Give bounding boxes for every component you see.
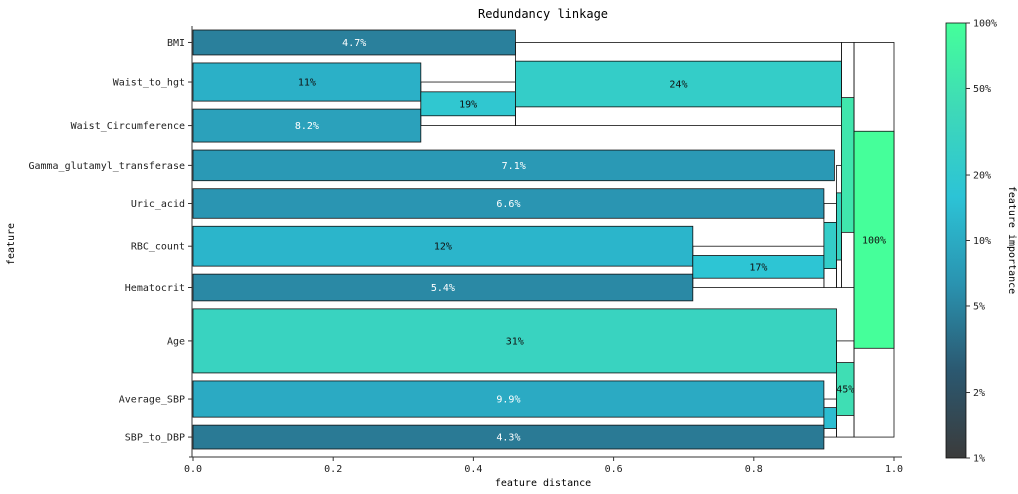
x-tick-label: 0.4 — [464, 464, 482, 475]
colorbar-tick-label: 100% — [973, 19, 997, 30]
colorbar-tick-label: 20% — [973, 171, 991, 182]
feature-bar — [192, 225, 694, 267]
x-tick-label: 0.8 — [745, 464, 763, 475]
cluster-bar — [515, 60, 842, 108]
feature-bar-label: 4.3% — [496, 433, 520, 444]
y-tick-label: Age — [167, 336, 185, 347]
y-tick-label: Gamma_glutamyl_transferase — [28, 161, 185, 172]
cluster-bar — [823, 407, 837, 429]
colorbar-gradient — [945, 22, 967, 459]
clusters-layer — [420, 42, 895, 438]
y-tick-label: Uric_acid — [131, 199, 185, 210]
y-tick-label: Average_SBP — [119, 395, 185, 406]
feature-bar — [192, 149, 835, 182]
cluster-label: 100% — [862, 235, 886, 246]
colorbar-tick-label: 50% — [973, 84, 991, 95]
cluster-bar — [823, 221, 837, 270]
x-tick-label: 0.0 — [184, 464, 202, 475]
cluster-bar — [853, 130, 895, 349]
y-tick-label: Waist_Circumference — [71, 121, 185, 132]
cluster-bar — [836, 192, 842, 261]
feature-bar — [192, 273, 694, 302]
chart-title: Redundancy linkage — [478, 7, 608, 21]
bars-layer — [192, 29, 837, 450]
y-tick-label: Waist_to_hgt — [113, 78, 185, 89]
feature-bar — [192, 188, 825, 219]
colorbar-tick-label: 1% — [973, 454, 985, 465]
y-tick-label: BMI — [167, 38, 185, 49]
y-tick-label: SBP_to_DBP — [125, 433, 185, 444]
x-axis: 0.0 0.2 0.4 0.6 0.8 1.0 — [184, 456, 903, 475]
feature-bar-label: 8.2% — [295, 121, 319, 132]
colorbar-tick-label: 10% — [973, 236, 991, 247]
cluster-bar — [841, 97, 855, 233]
colorbar-tick-label: 5% — [973, 301, 985, 312]
feature-bar-label: 7.1% — [502, 161, 526, 172]
cluster-label: 24% — [669, 80, 687, 91]
feature-bar — [192, 108, 422, 143]
feature-bar — [192, 29, 516, 56]
feature-bar-label: 12% — [434, 242, 452, 253]
feature-bar — [192, 62, 422, 102]
cluster-label: 19% — [459, 99, 477, 110]
cluster-label: 17% — [749, 262, 767, 273]
feature-bar-label: 9.9% — [496, 395, 520, 406]
y-tick-label: Hematocrit — [125, 283, 185, 294]
colorbar: 1% 2% 5% 10% 20% 50% 100% — [945, 19, 997, 465]
y-axis-label: feature — [6, 223, 17, 265]
cluster-label: 45% — [836, 384, 854, 395]
x-axis-label: feature distance — [495, 478, 591, 489]
feature-bar — [192, 308, 837, 374]
x-tick-label: 0.6 — [605, 464, 623, 475]
colorbar-tick-label: 2% — [973, 388, 985, 399]
x-tick-label: 0.2 — [324, 464, 342, 475]
feature-bar-label: 31% — [506, 336, 524, 347]
feature-bar-label: 5.4% — [431, 283, 455, 294]
feature-bar-label: 11% — [298, 78, 316, 89]
y-axis: BMI Waist_to_hgt Waist_Circumference Gamma_… — [28, 26, 193, 457]
feature-bar-label: 6.6% — [496, 199, 520, 210]
labels-layer: 4.7% 11% 8.2% 7.1% 6.6% 12% 5.4% 31% 9.9% 4.3% 19%… — [295, 38, 886, 444]
x-tick-label: 1.0 — [885, 464, 903, 475]
feature-bar-label: 4.7% — [342, 38, 366, 49]
y-tick-label: RBC_count — [131, 242, 185, 253]
colorbar-label: feature importance — [1006, 186, 1017, 294]
feature-bar — [192, 380, 825, 418]
